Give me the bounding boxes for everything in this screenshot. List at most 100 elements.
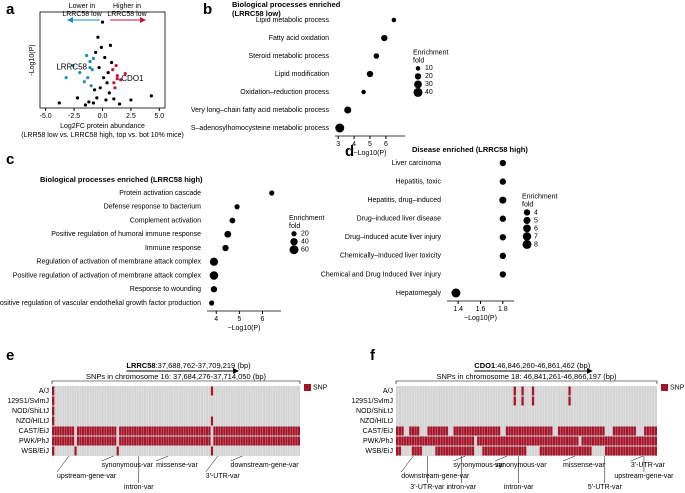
point — [87, 100, 91, 104]
panel-letter: a — [6, 1, 15, 18]
snp-block — [521, 386, 524, 396]
x-tick-label: -5.0 — [40, 113, 52, 120]
category-label: Protein activation cascade — [119, 190, 201, 197]
dot — [381, 34, 388, 42]
point — [96, 35, 100, 39]
annotation: 3'-UTR-var — [206, 473, 241, 480]
annotation: missense-var — [563, 462, 605, 469]
strain-label: NZO/HILtJ — [360, 418, 393, 425]
annotation: intron-var — [446, 484, 476, 491]
dot — [499, 196, 507, 204]
annotation: intron-var — [504, 484, 534, 491]
snp-block — [531, 386, 535, 396]
legend-dot — [414, 80, 422, 89]
dot — [209, 300, 215, 306]
point — [71, 63, 75, 68]
annotation: intron-var — [124, 484, 154, 491]
point-label: LRRC58 — [56, 63, 87, 72]
snp-block — [396, 426, 404, 436]
point — [119, 78, 123, 82]
category-label: Regulation of activation of membrane att… — [36, 259, 201, 266]
point — [88, 65, 92, 70]
point — [99, 45, 103, 49]
strain-label: 129S1/SvImJ — [7, 398, 49, 405]
x-axis-sublabel: (LRR58 low vs. LRRC58 high, top vs. bot … — [21, 132, 184, 139]
annotation-line — [101, 455, 114, 462]
legend-label: 30 — [425, 81, 433, 88]
legend-label: 10 — [425, 65, 433, 72]
panel-title: Disease enriched (LRRC58 high) — [412, 145, 528, 154]
annotation: downstream-gene-var — [231, 462, 300, 469]
range-bracket — [51, 380, 301, 384]
category-label: Drug–induced acute liver injury — [345, 234, 442, 241]
dot — [499, 215, 507, 222]
dot — [229, 217, 236, 224]
category-label: Fatty acid oxidation — [269, 35, 329, 42]
annotation-line — [630, 455, 643, 462]
legend-label: 20 — [425, 73, 433, 80]
gene-coords: :37,688,762-37,709,219 (bp) — [156, 361, 252, 370]
point — [84, 53, 89, 58]
x-tick-label: 4 — [352, 141, 356, 148]
annotation-line — [230, 455, 243, 462]
strain-label: A/J — [39, 388, 49, 395]
strain-label: A/J — [383, 388, 393, 395]
point — [108, 43, 113, 47]
category-label: S–adenosylhomocysteine metabolic process — [191, 125, 330, 132]
panel-letter: f — [370, 347, 376, 364]
x-tick-label: 5 — [237, 316, 241, 323]
snp-block — [52, 436, 75, 446]
legend-label: SNP — [313, 384, 328, 391]
point — [82, 80, 86, 84]
panel-letter: d — [345, 143, 354, 160]
x-tick-label: 1.4 — [453, 306, 463, 313]
dot — [499, 159, 507, 167]
dot — [210, 286, 218, 293]
snp-block — [74, 446, 77, 456]
category-label: Hepatitis, drug–induced — [367, 197, 441, 204]
dot — [499, 178, 507, 185]
category-label: Drug–induced liver disease — [357, 216, 442, 223]
text-line: (LRRC58 low) — [232, 9, 281, 18]
dot — [209, 257, 219, 266]
text-line: fold — [289, 223, 300, 230]
annotation-line — [56, 455, 70, 473]
point — [83, 103, 88, 107]
category-label: Chemical and Drug Induced liver injury — [321, 271, 442, 278]
strain-label: CAST/EiJ — [19, 428, 49, 435]
point — [95, 96, 99, 100]
annotation: synonymous-var — [495, 462, 547, 469]
point — [91, 101, 96, 105]
x-tick-label: 5.0 — [154, 113, 164, 120]
legend-label: 4 — [534, 209, 538, 216]
dot — [269, 190, 275, 196]
dot — [361, 89, 366, 95]
point — [115, 77, 119, 81]
snp-block — [513, 386, 517, 396]
x-tick-label: 6 — [261, 316, 265, 323]
text-line: Lower in — [69, 3, 96, 10]
point — [91, 56, 96, 61]
annotation: upstream-gene-var — [57, 473, 117, 480]
strain-label: NZO/HILtJ — [16, 418, 49, 425]
snp-block — [52, 386, 55, 396]
snp-block — [568, 396, 571, 406]
point — [129, 98, 133, 102]
strain-label: PWK/PhJ — [19, 438, 49, 445]
dot — [366, 70, 374, 78]
category-label: Complement activation — [130, 217, 201, 224]
x-tick-label: 4 — [214, 316, 218, 323]
point — [109, 60, 114, 65]
point — [149, 94, 153, 98]
snp-block — [435, 446, 475, 456]
point — [105, 81, 109, 85]
point — [78, 71, 82, 75]
strain-label: 129S1/SvImJ — [351, 398, 393, 405]
x-tick-label: 6 — [384, 141, 388, 148]
snp-block — [118, 426, 211, 436]
point — [100, 20, 105, 24]
x-tick-label: -2.5 — [68, 113, 80, 120]
category-label: Positive regulation of humoral immune re… — [51, 231, 201, 238]
text-line: Higher in — [113, 3, 141, 10]
legend-label: 20 — [301, 231, 309, 238]
